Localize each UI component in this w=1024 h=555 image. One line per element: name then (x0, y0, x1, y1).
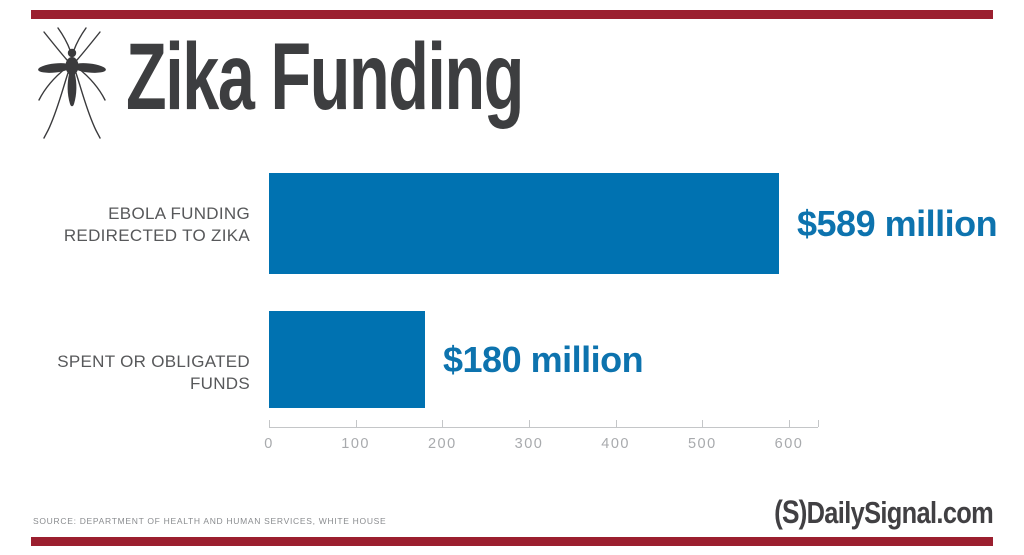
axis-tick (442, 420, 444, 427)
chart-title: Zika Funding (126, 24, 524, 130)
bar-ebola-funding (269, 173, 779, 274)
logo-wordmark: DailySignal.com (806, 495, 993, 530)
axis-tick-label: 0 (264, 436, 274, 452)
bar-label-line: REDIRECTED TO ZIKA (63, 226, 250, 245)
axis-tick-label: 300 (514, 436, 544, 452)
axis-tick-label: 400 (601, 436, 630, 452)
axis-tick (355, 420, 357, 427)
axis-tick (789, 420, 790, 427)
bar-value-label: $589 million (797, 202, 998, 244)
bar-spent-funds (269, 311, 425, 408)
axis-tick (615, 420, 617, 427)
bar-value-label: $180 million (443, 338, 644, 380)
top-accent-rule (31, 10, 993, 19)
bar-label-ebola-funding: EBOLA FUNDING REDIRECTED TO ZIKA (20, 203, 250, 247)
axis-end-tick (818, 420, 819, 427)
bottom-accent-rule (31, 537, 993, 546)
logo-s-mark: (S) (773, 494, 807, 530)
axis-tick (702, 420, 704, 427)
axis-tick-label: 600 (774, 436, 804, 452)
daily-signal-logo: (S)DailySignal.com (773, 494, 994, 531)
source-note: SOURCE: DEPARTMENT OF HEALTH AND HUMAN S… (33, 516, 387, 526)
axis-tick-label: 500 (687, 436, 717, 452)
bar-label-line: SPENT OR OBLIGATED FUNDS (57, 352, 250, 393)
bar-label-line: EBOLA FUNDING (108, 204, 250, 223)
axis-tick-label: 100 (341, 436, 370, 452)
axis-tick-label: 200 (427, 436, 457, 452)
axis-tick (529, 420, 530, 427)
bar-label-spent-funds: SPENT OR OBLIGATED FUNDS (20, 351, 250, 395)
x-axis-line (269, 427, 818, 428)
axis-tick (269, 420, 270, 427)
mosquito-icon (38, 27, 106, 139)
